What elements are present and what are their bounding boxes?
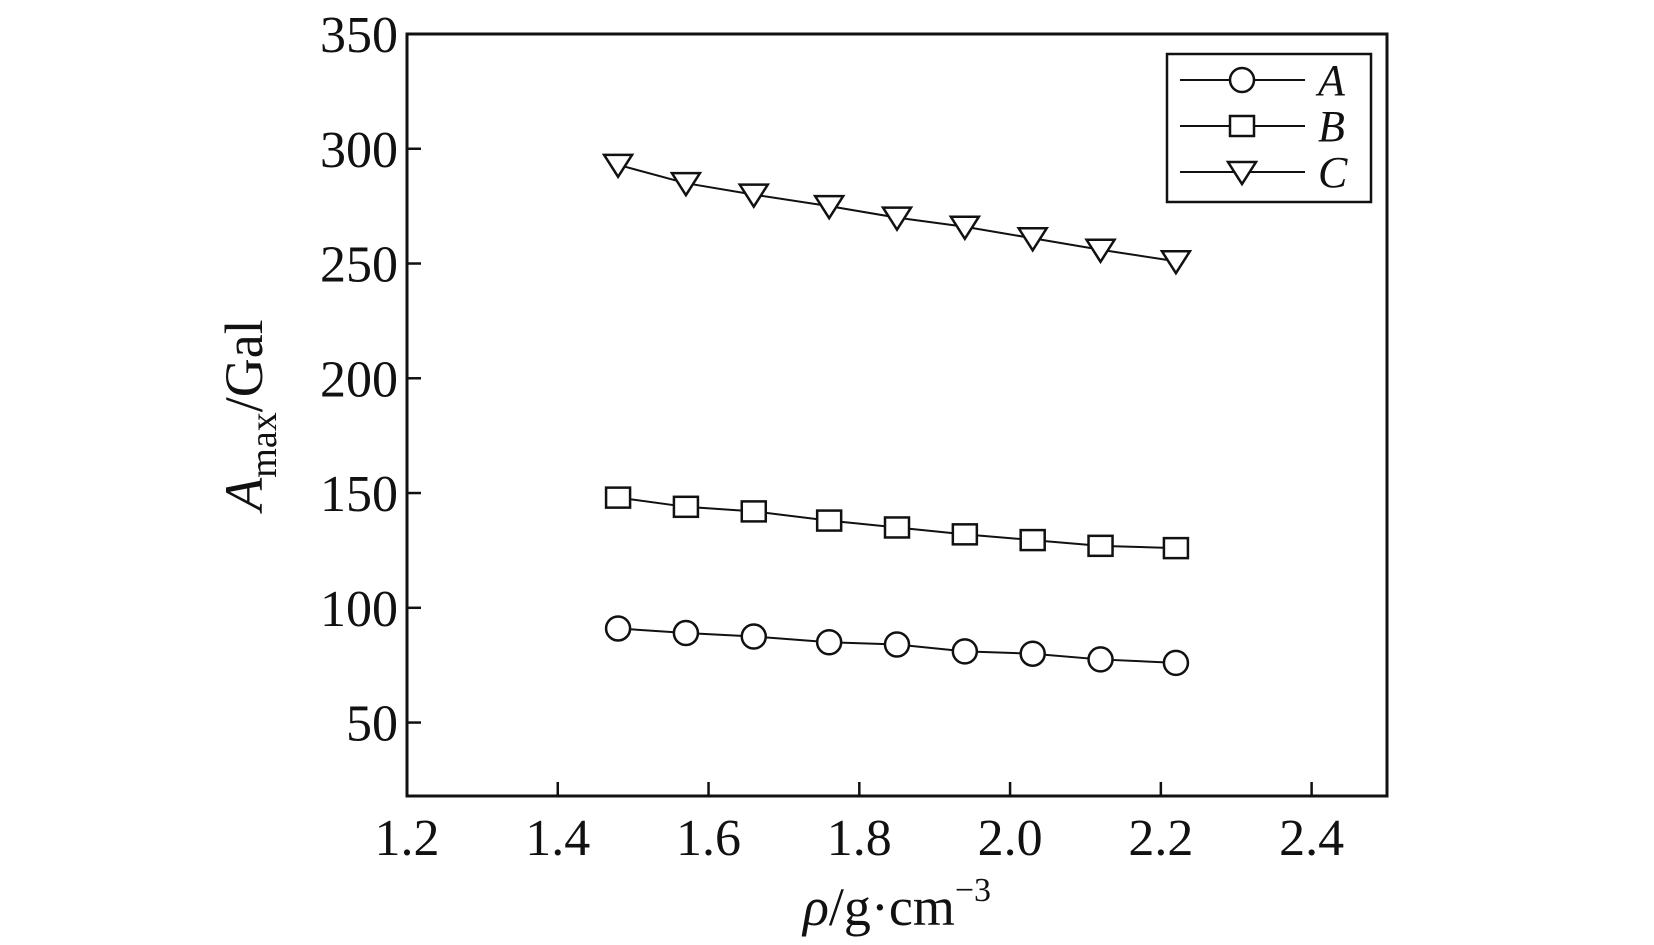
y-tick-label: 200 bbox=[320, 351, 398, 408]
legend-label: B bbox=[1318, 102, 1345, 151]
legend-marker bbox=[1228, 114, 1256, 138]
data-point-A bbox=[740, 623, 768, 650]
data-point-A bbox=[883, 631, 911, 658]
data-point-A bbox=[672, 619, 700, 647]
data-point-B bbox=[951, 523, 979, 546]
x-tick-label: 2.4 bbox=[1279, 810, 1344, 867]
data-point-B bbox=[604, 486, 632, 509]
series-B bbox=[604, 486, 1190, 560]
legend-label: C bbox=[1318, 148, 1348, 197]
x-axis-title: ρ/g·cm−3 bbox=[801, 872, 991, 937]
legend-marker bbox=[1225, 160, 1259, 187]
y-tick-label: 150 bbox=[320, 466, 398, 523]
x-axis: 1.2 1.4 1.6 1.8 2.0 2.2 2.4 bbox=[375, 782, 1344, 867]
x-tick-label: 2.0 bbox=[978, 810, 1043, 867]
legend-label: A bbox=[1315, 56, 1346, 105]
data-point-C bbox=[1084, 238, 1117, 265]
data-point-A bbox=[951, 638, 979, 665]
x-axis-title-symbol: ρ bbox=[801, 877, 829, 937]
data-point-C bbox=[1016, 227, 1049, 253]
series-A bbox=[604, 615, 1190, 677]
data-point-C bbox=[812, 194, 846, 221]
data-point-B bbox=[740, 500, 768, 523]
legend-marker bbox=[1228, 66, 1256, 94]
data-point-B bbox=[1019, 528, 1046, 552]
y-tick-label: 50 bbox=[346, 696, 398, 753]
x-axis-title-unit: /g·cm bbox=[829, 877, 955, 937]
y-tick-label: 350 bbox=[320, 7, 398, 64]
legend-box bbox=[1165, 52, 1373, 204]
x-tick-label: 2.2 bbox=[1128, 810, 1193, 867]
legend: ABC bbox=[1165, 52, 1373, 204]
data-point-C bbox=[880, 206, 914, 232]
data-point-B bbox=[1162, 536, 1190, 560]
data-point-C bbox=[669, 171, 703, 198]
data-point-C bbox=[601, 153, 635, 180]
y-axis-title-symbol: A bbox=[214, 477, 274, 514]
x-tick-label: 1.8 bbox=[827, 810, 892, 867]
y-axis-title-unit: /Gal bbox=[214, 319, 274, 412]
x-axis-title-exponent: −3 bbox=[955, 872, 991, 909]
data-point-B bbox=[883, 516, 911, 539]
series-C bbox=[601, 153, 1193, 276]
y-axis-title-subscript: max bbox=[243, 412, 285, 477]
data-point-A bbox=[1019, 640, 1046, 667]
y-tick-label: 300 bbox=[320, 122, 398, 179]
data-point-A bbox=[815, 628, 843, 656]
x-tick-label: 1.6 bbox=[676, 810, 741, 867]
data-point-A bbox=[1087, 646, 1114, 673]
data-point-C bbox=[948, 215, 982, 242]
y-axis-title: Amax/Gal bbox=[214, 319, 285, 513]
data-point-B bbox=[815, 509, 843, 532]
y-axis: 50 100 150 200 250 300 350 bbox=[320, 7, 421, 753]
series-layer bbox=[601, 153, 1193, 677]
data-point-B bbox=[1087, 534, 1114, 558]
y-tick-label: 100 bbox=[320, 581, 398, 638]
data-point-C bbox=[737, 183, 771, 209]
plot-frame bbox=[405, 32, 1389, 798]
y-tick-label: 250 bbox=[320, 237, 398, 294]
x-tick-label: 1.2 bbox=[375, 810, 440, 867]
data-point-A bbox=[1162, 649, 1190, 677]
x-tick-label: 1.4 bbox=[525, 810, 590, 867]
data-point-C bbox=[1159, 249, 1193, 276]
data-point-A bbox=[604, 615, 632, 642]
data-point-B bbox=[672, 495, 700, 519]
